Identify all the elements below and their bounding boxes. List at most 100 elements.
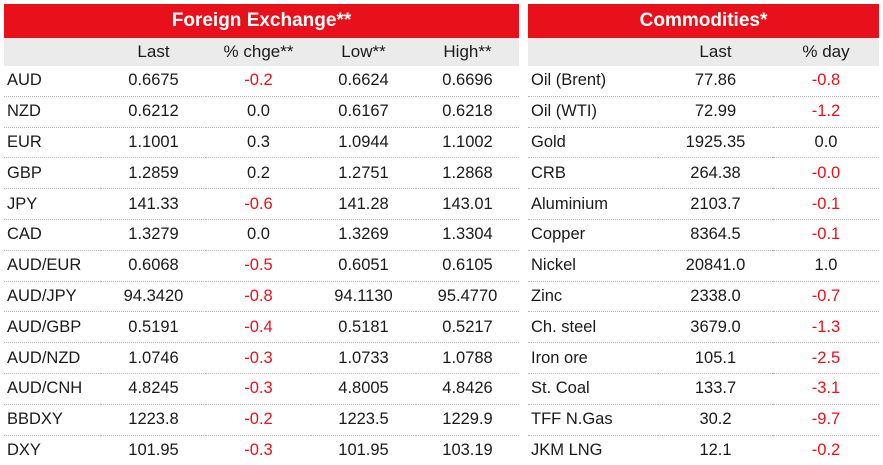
fx-high-cell: 1.2868 <box>416 157 519 190</box>
fx-change-cell: -0.5 <box>206 250 311 282</box>
fx-last-cell: 1.0746 <box>101 342 206 374</box>
fx-row: AUD 0.6675 -0.2 0.6624 0.6696 <box>4 66 519 97</box>
fx-last-cell: 1223.8 <box>101 404 206 436</box>
fx-last-cell: 94.3420 <box>101 281 206 313</box>
fx-row: DXY 101.95 -0.3 101.95 103.19 <box>4 435 519 465</box>
commodity-row: Copper 8364.5 -0.1 <box>528 219 879 251</box>
fx-currency-cell: NZD <box>4 96 101 128</box>
commodity-name-cell: Oil (WTI) <box>528 96 658 128</box>
fx-currency-cell: AUD/NZD <box>4 342 101 374</box>
commodity-last-cell: 8364.5 <box>658 219 773 251</box>
commodity-row: CRB 264.38 -0.0 <box>528 157 879 190</box>
commodities-header-last: Last <box>658 38 773 66</box>
fx-low-cell: 0.6167 <box>311 96 416 128</box>
fx-change-cell: -0.6 <box>206 188 311 220</box>
fx-change-cell: -0.3 <box>206 342 311 374</box>
fx-change-cell: -0.2 <box>206 66 311 97</box>
commodity-day-change-cell: -0.7 <box>773 281 879 313</box>
commodities-header-row: Last % day <box>528 38 879 66</box>
commodity-day-change-cell: -0.1 <box>773 219 879 251</box>
commodity-last-cell: 77.86 <box>658 66 773 97</box>
fx-header-row: Last % chge** Low** High** <box>4 38 519 66</box>
fx-last-cell: 0.6068 <box>101 250 206 282</box>
fx-header-low: Low** <box>311 38 416 66</box>
fx-high-cell: 0.6105 <box>416 250 519 282</box>
commodity-day-change-cell: -1.3 <box>773 311 879 344</box>
fx-last-cell: 1.1001 <box>101 127 206 159</box>
commodity-name-cell: CRB <box>528 157 658 190</box>
fx-row: AUD/EUR 0.6068 -0.5 0.6051 0.6105 <box>4 250 519 282</box>
commodity-row: St. Coal 133.7 -3.1 <box>528 373 879 405</box>
fx-header-change: % chge** <box>206 38 311 66</box>
commodity-last-cell: 2103.7 <box>658 188 773 220</box>
commodities-header-name <box>528 38 658 66</box>
fx-low-cell: 4.8005 <box>311 373 416 405</box>
fx-high-cell: 1229.9 <box>416 404 519 436</box>
commodity-last-cell: 105.1 <box>658 342 773 374</box>
commodity-name-cell: Aluminium <box>528 188 658 220</box>
fx-high-cell: 1.0788 <box>416 342 519 374</box>
fx-currency-cell: GBP <box>4 157 101 190</box>
commodity-name-cell: Copper <box>528 219 658 251</box>
fx-high-cell: 95.4770 <box>416 281 519 313</box>
fx-low-cell: 1.3269 <box>311 219 416 251</box>
fx-change-cell: 0.2 <box>206 157 311 190</box>
fx-row: JPY 141.33 -0.6 141.28 143.01 <box>4 188 519 220</box>
fx-change-cell: -0.4 <box>206 311 311 344</box>
commodity-name-cell: St. Coal <box>528 373 658 405</box>
commodities-table-body: Oil (Brent) 77.86 -0.8 Oil (WTI) 72.99 -1.2 Go… <box>528 66 879 465</box>
commodities-table: Last % day Oil (Brent) 77.86 -0.8 Oil (WTI)… <box>528 38 879 465</box>
commodity-name-cell: JKM LNG <box>531 440 603 459</box>
fx-low-cell: 0.6624 <box>311 66 416 97</box>
commodity-last-cell: 12.1 <box>699 440 732 459</box>
fx-last-cell: 4.8245 <box>101 373 206 405</box>
fx-change-cell: -0.3 <box>244 440 273 459</box>
commodity-last-cell: 2338.0 <box>658 281 773 313</box>
commodity-row: Aluminium 2103.7 -0.1 <box>528 188 879 220</box>
fx-table: Last % chge** Low** High** AUD 0.6675 -0.2… <box>4 38 519 465</box>
commodity-name-cell: Zinc <box>528 281 658 313</box>
commodity-day-change-cell: -0.8 <box>773 66 879 97</box>
commodity-day-change-cell: -0.2 <box>811 440 841 459</box>
commodity-name-cell: Ch. steel <box>528 311 658 344</box>
fx-row: CAD 1.3279 0.0 1.3269 1.3304 <box>4 219 519 251</box>
fx-low-cell: 1.0944 <box>311 127 416 159</box>
commodity-row: Ch. steel 3679.0 -1.3 <box>528 311 879 344</box>
commodity-name-cell: Nickel <box>528 250 658 282</box>
fx-row: AUD/GBP 0.5191 -0.4 0.5181 0.5217 <box>4 311 519 344</box>
fx-header-last: Last <box>101 38 206 66</box>
commodity-name-cell: Oil (Brent) <box>528 66 658 97</box>
fx-high-cell: 4.8426 <box>416 373 519 405</box>
commodity-name-cell: Gold <box>528 127 658 159</box>
commodity-row: Oil (WTI) 72.99 -1.2 <box>528 96 879 128</box>
fx-currency-cell: AUD/JPY <box>4 281 101 313</box>
fx-currency-cell: AUD/EUR <box>4 250 101 282</box>
commodity-row: JKM LNG 12.1 -0.2 <box>528 435 879 465</box>
commodity-name-cell: TFF N.Gas <box>528 404 658 436</box>
commodities-panel: Commodities* Last % day Oil (Brent) 77.86… <box>528 4 879 465</box>
fx-row: NZD 0.6212 0.0 0.6167 0.6218 <box>4 96 519 128</box>
fx-high-cell: 103.19 <box>442 440 493 459</box>
commodity-row: Oil (Brent) 77.86 -0.8 <box>528 66 879 97</box>
fx-low-cell: 101.95 <box>338 440 389 459</box>
fx-change-cell: 0.3 <box>206 127 311 159</box>
fx-change-cell: -0.8 <box>206 281 311 313</box>
fx-table-body: AUD 0.6675 -0.2 0.6624 0.6696 NZD 0.6212 0.0 0.6… <box>4 66 519 465</box>
fx-currency-cell: DXY <box>7 440 41 459</box>
fx-header-name <box>4 38 101 66</box>
fx-low-cell: 94.1130 <box>311 281 416 313</box>
fx-currency-cell: AUD/GBP <box>4 311 101 344</box>
commodity-day-change-cell: 0.0 <box>773 127 879 159</box>
commodity-day-change-cell: -0.1 <box>773 188 879 220</box>
commodity-day-change-cell: 1.0 <box>773 250 879 282</box>
fx-high-cell: 0.6218 <box>416 96 519 128</box>
fx-last-cell: 0.6212 <box>101 96 206 128</box>
fx-last-cell: 0.6675 <box>101 66 206 97</box>
commodity-last-cell: 133.7 <box>658 373 773 405</box>
fx-currency-cell: AUD/CNH <box>4 373 101 405</box>
fx-low-cell: 141.28 <box>311 188 416 220</box>
fx-low-cell: 1223.5 <box>311 404 416 436</box>
fx-currency-cell: EUR <box>4 127 101 159</box>
fx-last-cell: 1.3279 <box>101 219 206 251</box>
commodity-day-change-cell: -9.7 <box>773 404 879 436</box>
